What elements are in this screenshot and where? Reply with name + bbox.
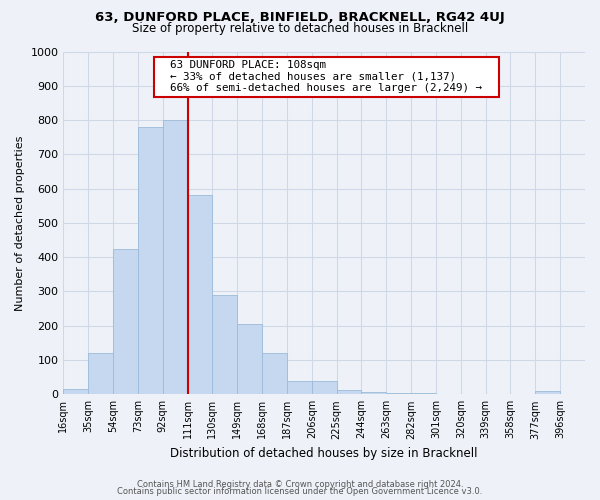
Text: Size of property relative to detached houses in Bracknell: Size of property relative to detached ho… (132, 22, 468, 35)
X-axis label: Distribution of detached houses by size in Bracknell: Distribution of detached houses by size … (170, 447, 478, 460)
Bar (287, 380, 312, 394)
Bar (535, 391, 560, 394)
Bar (337, 390, 361, 394)
Bar (163, 120, 188, 394)
Bar (188, 196, 212, 394)
Bar (113, 248, 138, 394)
Text: Contains public sector information licensed under the Open Government Licence v3: Contains public sector information licen… (118, 487, 482, 496)
Bar (361, 392, 386, 394)
Bar (312, 380, 337, 394)
Bar (237, 324, 262, 394)
Text: 63 DUNFORD PLACE: 108sqm
  ← 33% of detached houses are smaller (1,137)
  66% of: 63 DUNFORD PLACE: 108sqm ← 33% of detach… (157, 60, 496, 94)
Text: 63, DUNFORD PLACE, BINFIELD, BRACKNELL, RG42 4UJ: 63, DUNFORD PLACE, BINFIELD, BRACKNELL, … (95, 11, 505, 24)
Bar (138, 127, 163, 394)
Bar (262, 353, 287, 395)
Bar (386, 392, 411, 394)
Bar (88, 353, 113, 395)
Y-axis label: Number of detached properties: Number of detached properties (15, 135, 25, 310)
Bar (64, 389, 88, 394)
Bar (212, 295, 237, 394)
Text: Contains HM Land Registry data © Crown copyright and database right 2024.: Contains HM Land Registry data © Crown c… (137, 480, 463, 489)
